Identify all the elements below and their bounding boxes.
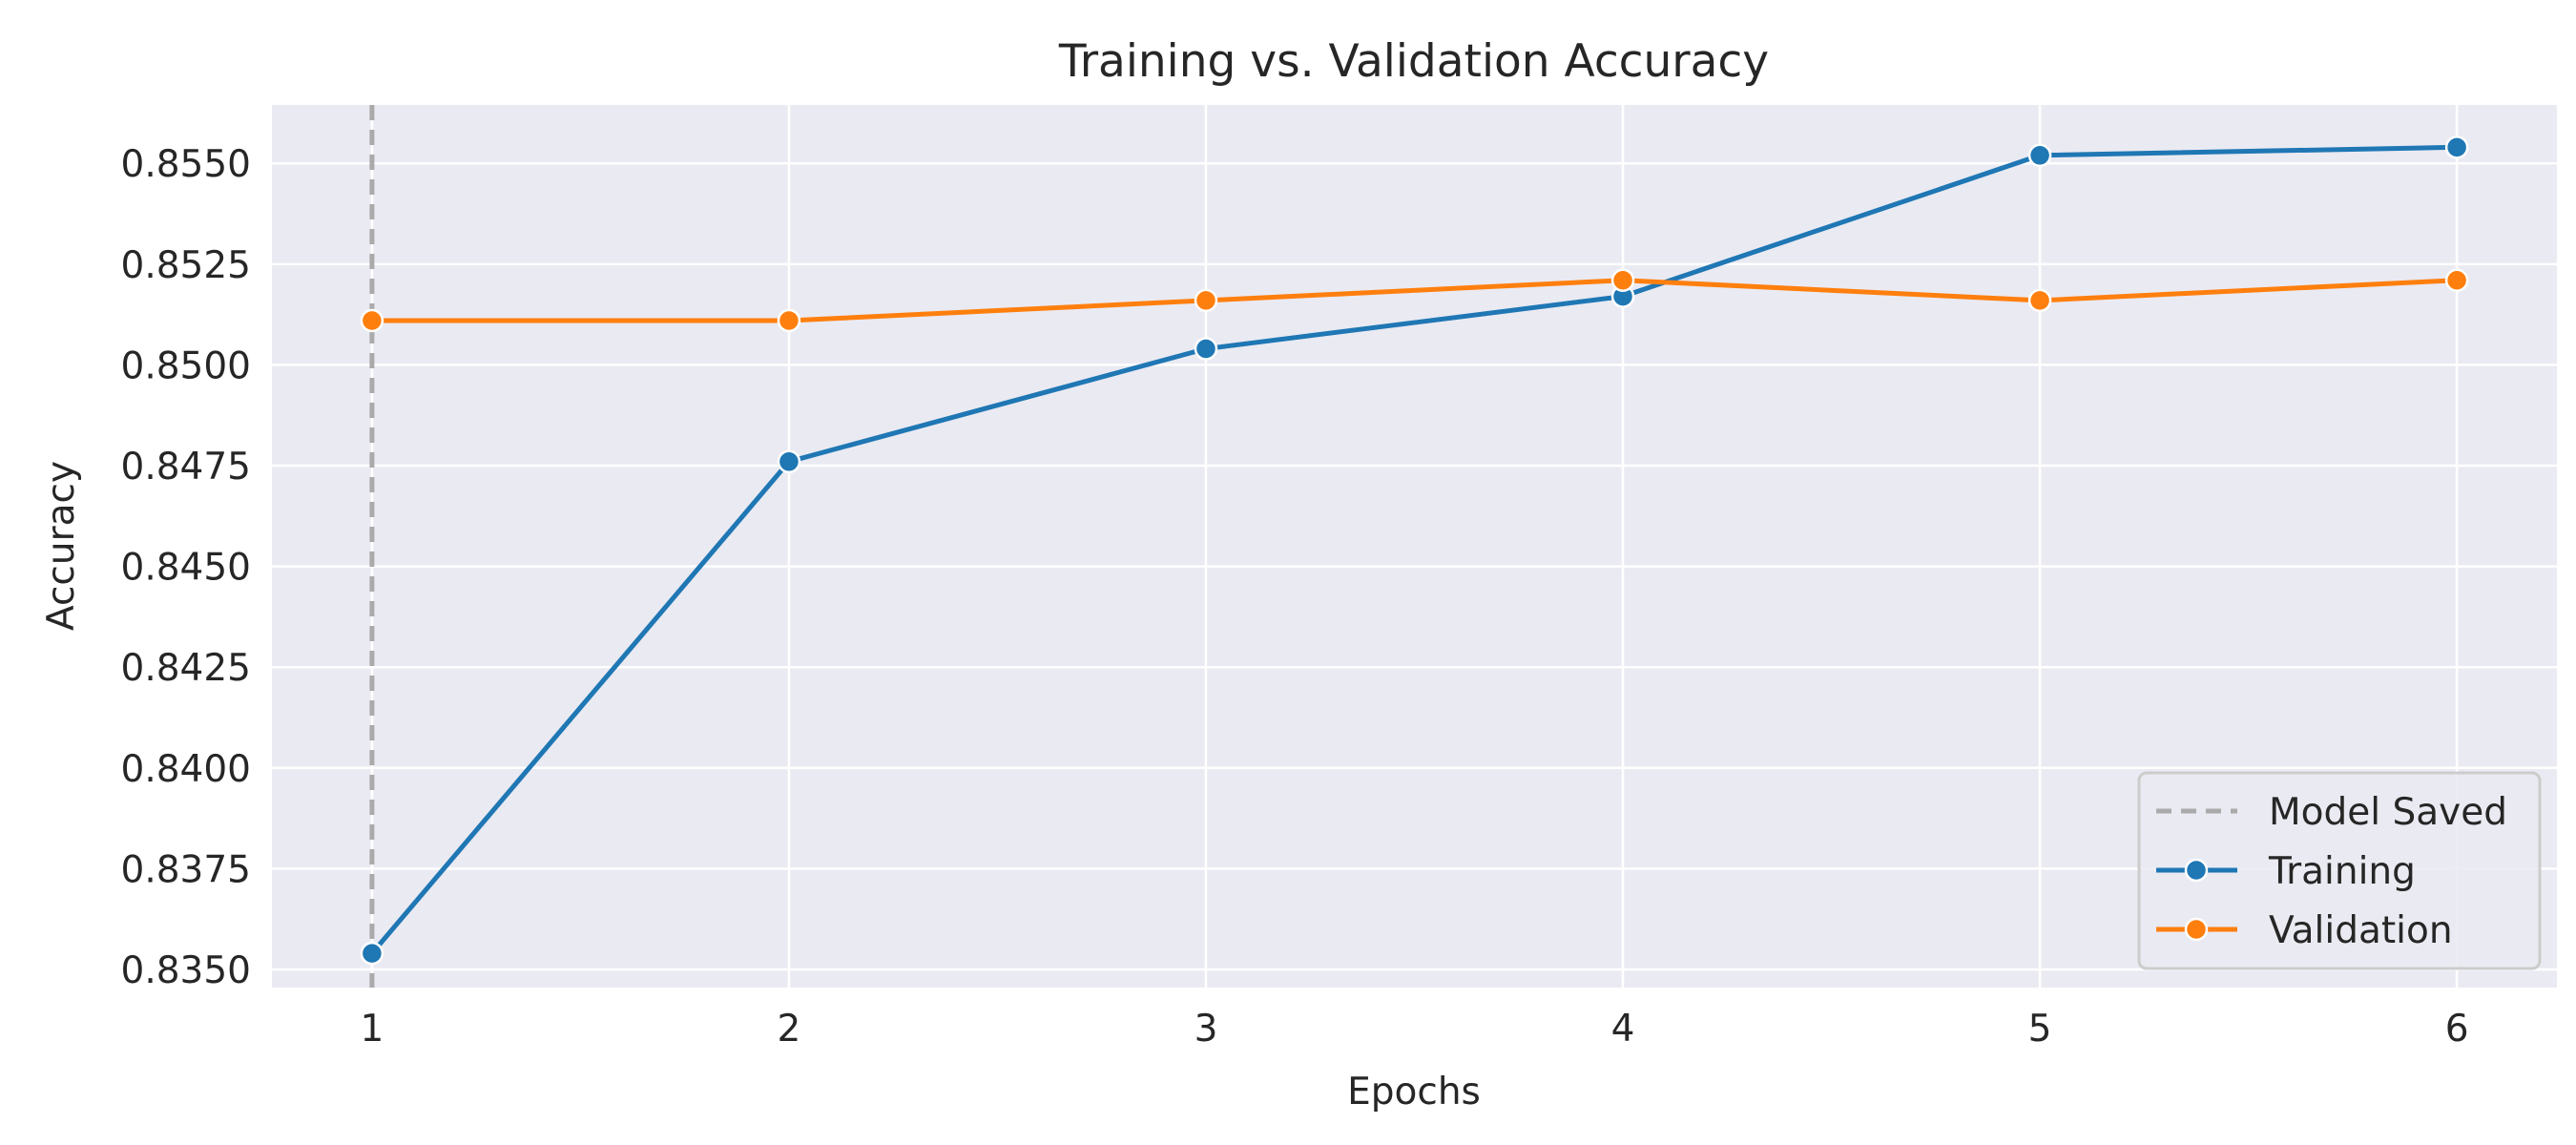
y-axis-label: Accuracy bbox=[40, 461, 83, 631]
x-tick-label: 5 bbox=[2028, 1008, 2052, 1051]
training-point bbox=[777, 449, 801, 474]
validation-line bbox=[371, 278, 2458, 323]
y-tick-label: 0.8350 bbox=[121, 949, 251, 992]
y-tick-label: 0.8500 bbox=[121, 344, 251, 387]
x-tick-label: 3 bbox=[1195, 1008, 1218, 1051]
x-tick-label: 1 bbox=[360, 1008, 384, 1051]
legend-box bbox=[2137, 771, 2542, 970]
legend-model-saved-label: Model Saved bbox=[2269, 791, 2507, 834]
grid bbox=[272, 105, 2557, 988]
training-point bbox=[2444, 135, 2469, 159]
training-point bbox=[360, 941, 384, 966]
validation-point bbox=[1610, 268, 1635, 292]
legend: Model Saved Training Validation bbox=[2137, 771, 2542, 970]
y-tick-label: 0.8375 bbox=[121, 848, 251, 891]
training-point bbox=[2027, 143, 2052, 168]
x-axis-ticks: 1 2 3 4 5 6 bbox=[360, 1008, 2468, 1051]
y-tick-label: 0.8400 bbox=[121, 748, 251, 791]
series-validation bbox=[360, 268, 2469, 333]
training-point bbox=[1194, 337, 1218, 361]
validation-point bbox=[1194, 288, 1218, 313]
y-tick-label: 0.8450 bbox=[121, 547, 251, 590]
legend-validation-marker bbox=[2184, 917, 2209, 942]
y-tick-label: 0.8425 bbox=[121, 647, 251, 690]
legend-validation-label: Validation bbox=[2269, 909, 2453, 952]
x-tick-label: 4 bbox=[1611, 1008, 1635, 1051]
x-tick-label: 2 bbox=[778, 1008, 801, 1051]
validation-point bbox=[2444, 268, 2469, 292]
chart-title: Training vs. Validation Accuracy bbox=[1058, 35, 1769, 88]
legend-training-label: Training bbox=[2268, 850, 2416, 893]
y-tick-label: 0.8525 bbox=[121, 244, 251, 287]
y-tick-label: 0.8475 bbox=[121, 446, 251, 489]
series-training bbox=[360, 135, 2469, 966]
y-tick-label: 0.8550 bbox=[121, 143, 251, 186]
y-axis-ticks: 0.8350 0.8375 0.8400 0.8425 0.8450 0.8475 0.85… bbox=[121, 143, 251, 992]
x-tick-label: 6 bbox=[2445, 1008, 2469, 1051]
x-axis-label: Epochs bbox=[1347, 1071, 1481, 1114]
validation-point bbox=[2027, 288, 2052, 313]
legend-training-marker bbox=[2184, 858, 2209, 883]
validation-point bbox=[360, 308, 384, 333]
series-layer bbox=[360, 135, 2469, 966]
training-line bbox=[369, 144, 2458, 955]
validation-point bbox=[777, 308, 801, 333]
